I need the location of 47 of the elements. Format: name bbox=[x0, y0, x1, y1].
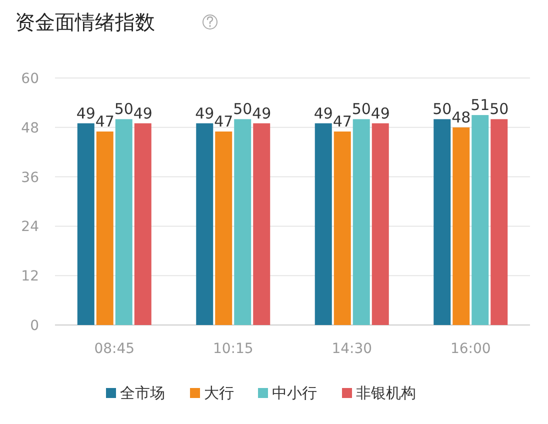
y-tick-label: 12 bbox=[21, 268, 39, 285]
x-tick-label: 16:00 bbox=[450, 341, 491, 357]
bar bbox=[234, 119, 252, 325]
data-label: 50 bbox=[490, 100, 509, 118]
x-tick-label: 14:30 bbox=[332, 341, 372, 357]
data-label: 49 bbox=[133, 104, 152, 122]
data-label: 51 bbox=[470, 96, 490, 114]
y-tick-label: 36 bbox=[21, 170, 40, 186]
x-tick-label: 10:15 bbox=[212, 341, 254, 357]
y-tick-label: 48 bbox=[21, 120, 39, 136]
legend-label: 中小行 bbox=[272, 384, 317, 402]
bar bbox=[77, 123, 94, 325]
data-label: 50 bbox=[352, 100, 371, 118]
data-label: 47 bbox=[332, 112, 352, 131]
legend-label: 大行 bbox=[204, 384, 234, 402]
data-label: 49 bbox=[195, 104, 214, 122]
data-label: 50 bbox=[432, 100, 452, 118]
y-tick-label: 60 bbox=[21, 71, 39, 87]
bar bbox=[352, 119, 370, 325]
y-tick-label: 24 bbox=[21, 219, 40, 236]
bar bbox=[96, 132, 114, 325]
bar bbox=[196, 123, 214, 325]
data-label: 48 bbox=[452, 108, 471, 126]
y-tick-label: 0 bbox=[30, 318, 39, 334]
bar bbox=[134, 123, 152, 325]
data-label: 49 bbox=[76, 104, 96, 122]
legend-label: 非银机构 bbox=[356, 384, 416, 402]
bar bbox=[372, 123, 389, 325]
data-label: 49 bbox=[314, 104, 333, 122]
bar bbox=[334, 132, 351, 325]
bar bbox=[434, 119, 451, 325]
chart-title: 资金面情绪指数 bbox=[15, 10, 155, 34]
bar bbox=[115, 119, 132, 325]
x-tick-label: 08:45 bbox=[94, 341, 135, 357]
bar bbox=[314, 123, 332, 325]
data-label: 47 bbox=[95, 112, 114, 131]
bar bbox=[490, 119, 508, 325]
data-label: 47 bbox=[214, 112, 234, 131]
bar bbox=[452, 127, 470, 325]
data-label: 50 bbox=[114, 100, 134, 118]
data-label: 49 bbox=[370, 104, 390, 122]
data-label: 49 bbox=[252, 104, 272, 122]
bar bbox=[253, 123, 270, 325]
bar bbox=[215, 132, 232, 325]
data-label: 50 bbox=[233, 100, 252, 118]
bar bbox=[472, 115, 489, 325]
legend-label: 全市场 bbox=[120, 384, 165, 402]
